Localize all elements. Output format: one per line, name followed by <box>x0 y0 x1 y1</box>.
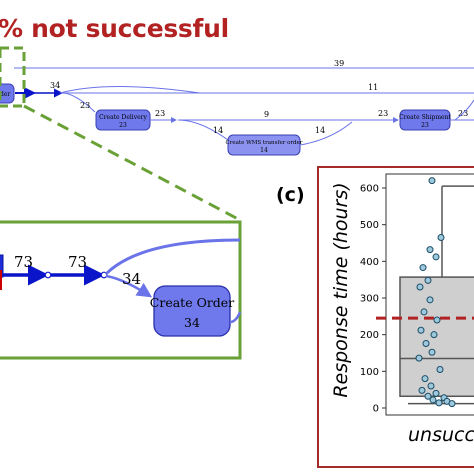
data-point <box>415 354 423 362</box>
edge-label-14-a: 14 <box>213 126 223 135</box>
partial-order-node <box>0 83 15 104</box>
data-point <box>422 339 430 347</box>
zoom-edge-label-34: 34 <box>122 270 141 288</box>
edge-label-11: 11 <box>368 83 378 92</box>
create-order-count: 34 <box>184 315 200 330</box>
headline-text: % not successful <box>0 14 229 43</box>
zoom-connector <box>23 104 241 222</box>
box-plot: 0 100 200 300 400 500 600 <box>360 173 474 416</box>
data-point <box>432 253 440 261</box>
data-point <box>430 331 438 339</box>
panel-c-label: (c) <box>276 184 305 206</box>
y-tick-label: 200 <box>360 330 379 341</box>
data-point <box>426 296 434 304</box>
data-point <box>426 246 434 254</box>
panel-c: (c) Response time (hours) 0 100 200 300 400 5… <box>276 166 474 468</box>
zoom-edge-34 <box>105 274 153 298</box>
data-point <box>424 392 432 400</box>
create-delivery-count: 23 <box>119 122 127 129</box>
data-point <box>433 316 441 324</box>
create-delivery-label: Create Delivery <box>99 114 147 121</box>
data-point <box>419 264 427 272</box>
data-point <box>436 366 444 373</box>
data-point <box>417 326 425 334</box>
data-point <box>448 400 456 408</box>
y-tick-label: 100 <box>360 367 379 378</box>
box-iqr <box>399 276 474 398</box>
edge-label-39: 39 <box>334 59 344 68</box>
data-point <box>418 386 426 394</box>
create-wms-transfer-count: 14 <box>260 147 268 154</box>
zoom-red-marker <box>0 270 2 290</box>
y-tick-label: 400 <box>360 257 379 268</box>
data-point <box>432 389 440 397</box>
data-point <box>420 308 428 316</box>
data-point <box>429 396 437 404</box>
zoom-callout: 73 73 34 Create Order 34 <box>0 46 242 360</box>
y-tick-label: 300 <box>360 294 379 305</box>
data-point <box>427 382 435 390</box>
create-order-label: Create Order <box>150 295 234 310</box>
edge-label-23-c: 23 <box>378 109 388 118</box>
create-wms-transfer-label: Create WMS transfer order <box>226 140 303 146</box>
edge-label-9: 9 <box>264 110 269 119</box>
process-map: 39 der 34 23 11 Create Delivery 23 23 14… <box>0 59 474 156</box>
panel-c-frame <box>317 166 474 468</box>
edge-label-23-b: 23 <box>155 109 165 118</box>
data-point <box>428 348 436 356</box>
y-tick-label: 0 <box>373 404 379 415</box>
data-point <box>428 177 436 185</box>
x-category-label: unsucce <box>408 424 474 446</box>
edge-label-14-b: 14 <box>315 126 325 135</box>
create-shipment-count: 23 <box>421 122 429 129</box>
zoom-edge-label-73-a: 73 <box>14 253 33 271</box>
data-point <box>421 375 429 383</box>
edge-label-23-a: 23 <box>80 101 90 110</box>
zoom-edge-label-73-b: 73 <box>68 253 87 271</box>
data-point <box>435 399 443 407</box>
zoom-partial-node <box>0 254 4 278</box>
edge-label-34: 34 <box>50 81 60 90</box>
zoom-edge-upper <box>104 238 241 276</box>
partial-order-node-label: der <box>0 91 10 98</box>
data-point <box>437 234 445 241</box>
y-axis-label: Response time (hours) <box>330 182 352 397</box>
create-shipment-label: Create Shipment <box>399 114 451 121</box>
y-tick-label: 500 <box>360 220 379 231</box>
data-point <box>416 283 424 291</box>
y-tick-label: 600 <box>360 184 379 195</box>
data-point <box>424 276 432 284</box>
create-order-node <box>153 285 231 337</box>
